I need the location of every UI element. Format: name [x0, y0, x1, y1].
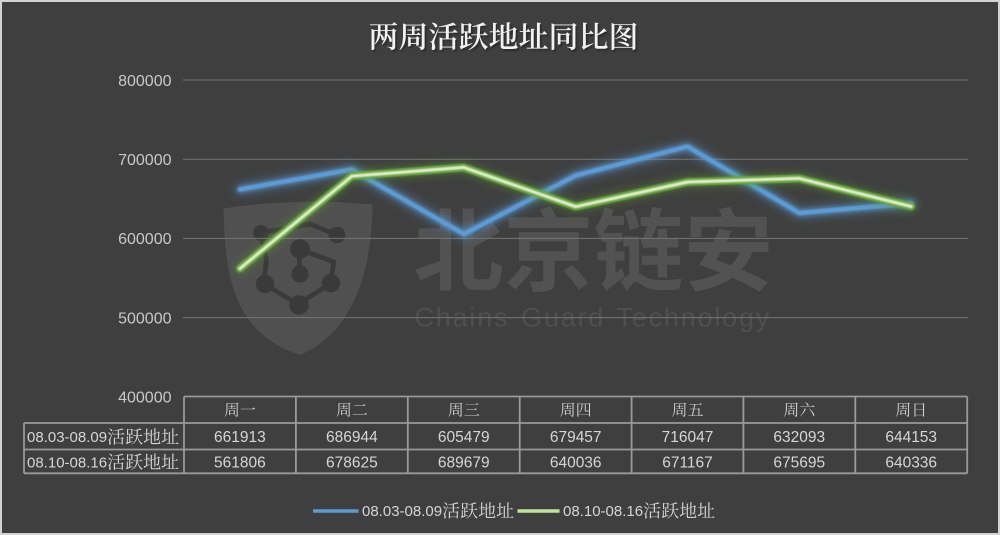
- svg-text:671167: 671167: [662, 454, 713, 471]
- svg-text:500000: 500000: [118, 310, 171, 327]
- svg-text:800000: 800000: [118, 73, 171, 90]
- svg-text:689679: 689679: [438, 454, 490, 471]
- svg-text:716047: 716047: [662, 429, 714, 446]
- svg-text:08.03-08.09: 08.03-08.09: [362, 503, 442, 520]
- svg-text:675695: 675695: [773, 454, 825, 471]
- svg-text:644153: 644153: [885, 429, 937, 446]
- svg-text:632093: 632093: [773, 429, 825, 446]
- svg-text:661913: 661913: [214, 429, 266, 446]
- svg-text:679457: 679457: [550, 429, 602, 446]
- svg-text:686944: 686944: [326, 429, 378, 446]
- svg-text:640036: 640036: [550, 454, 602, 471]
- svg-text:678625: 678625: [326, 454, 378, 471]
- svg-text:08.03-08.09: 08.03-08.09: [27, 429, 107, 446]
- svg-text:08.10-08.16: 08.10-08.16: [563, 503, 643, 520]
- svg-text:700000: 700000: [118, 152, 171, 169]
- svg-text:640336: 640336: [885, 454, 937, 471]
- svg-text:08.10-08.16: 08.10-08.16: [27, 454, 107, 471]
- svg-text:605479: 605479: [438, 429, 490, 446]
- svg-text:561806: 561806: [214, 454, 266, 471]
- svg-text:400000: 400000: [118, 389, 171, 406]
- svg-text:600000: 600000: [118, 231, 171, 248]
